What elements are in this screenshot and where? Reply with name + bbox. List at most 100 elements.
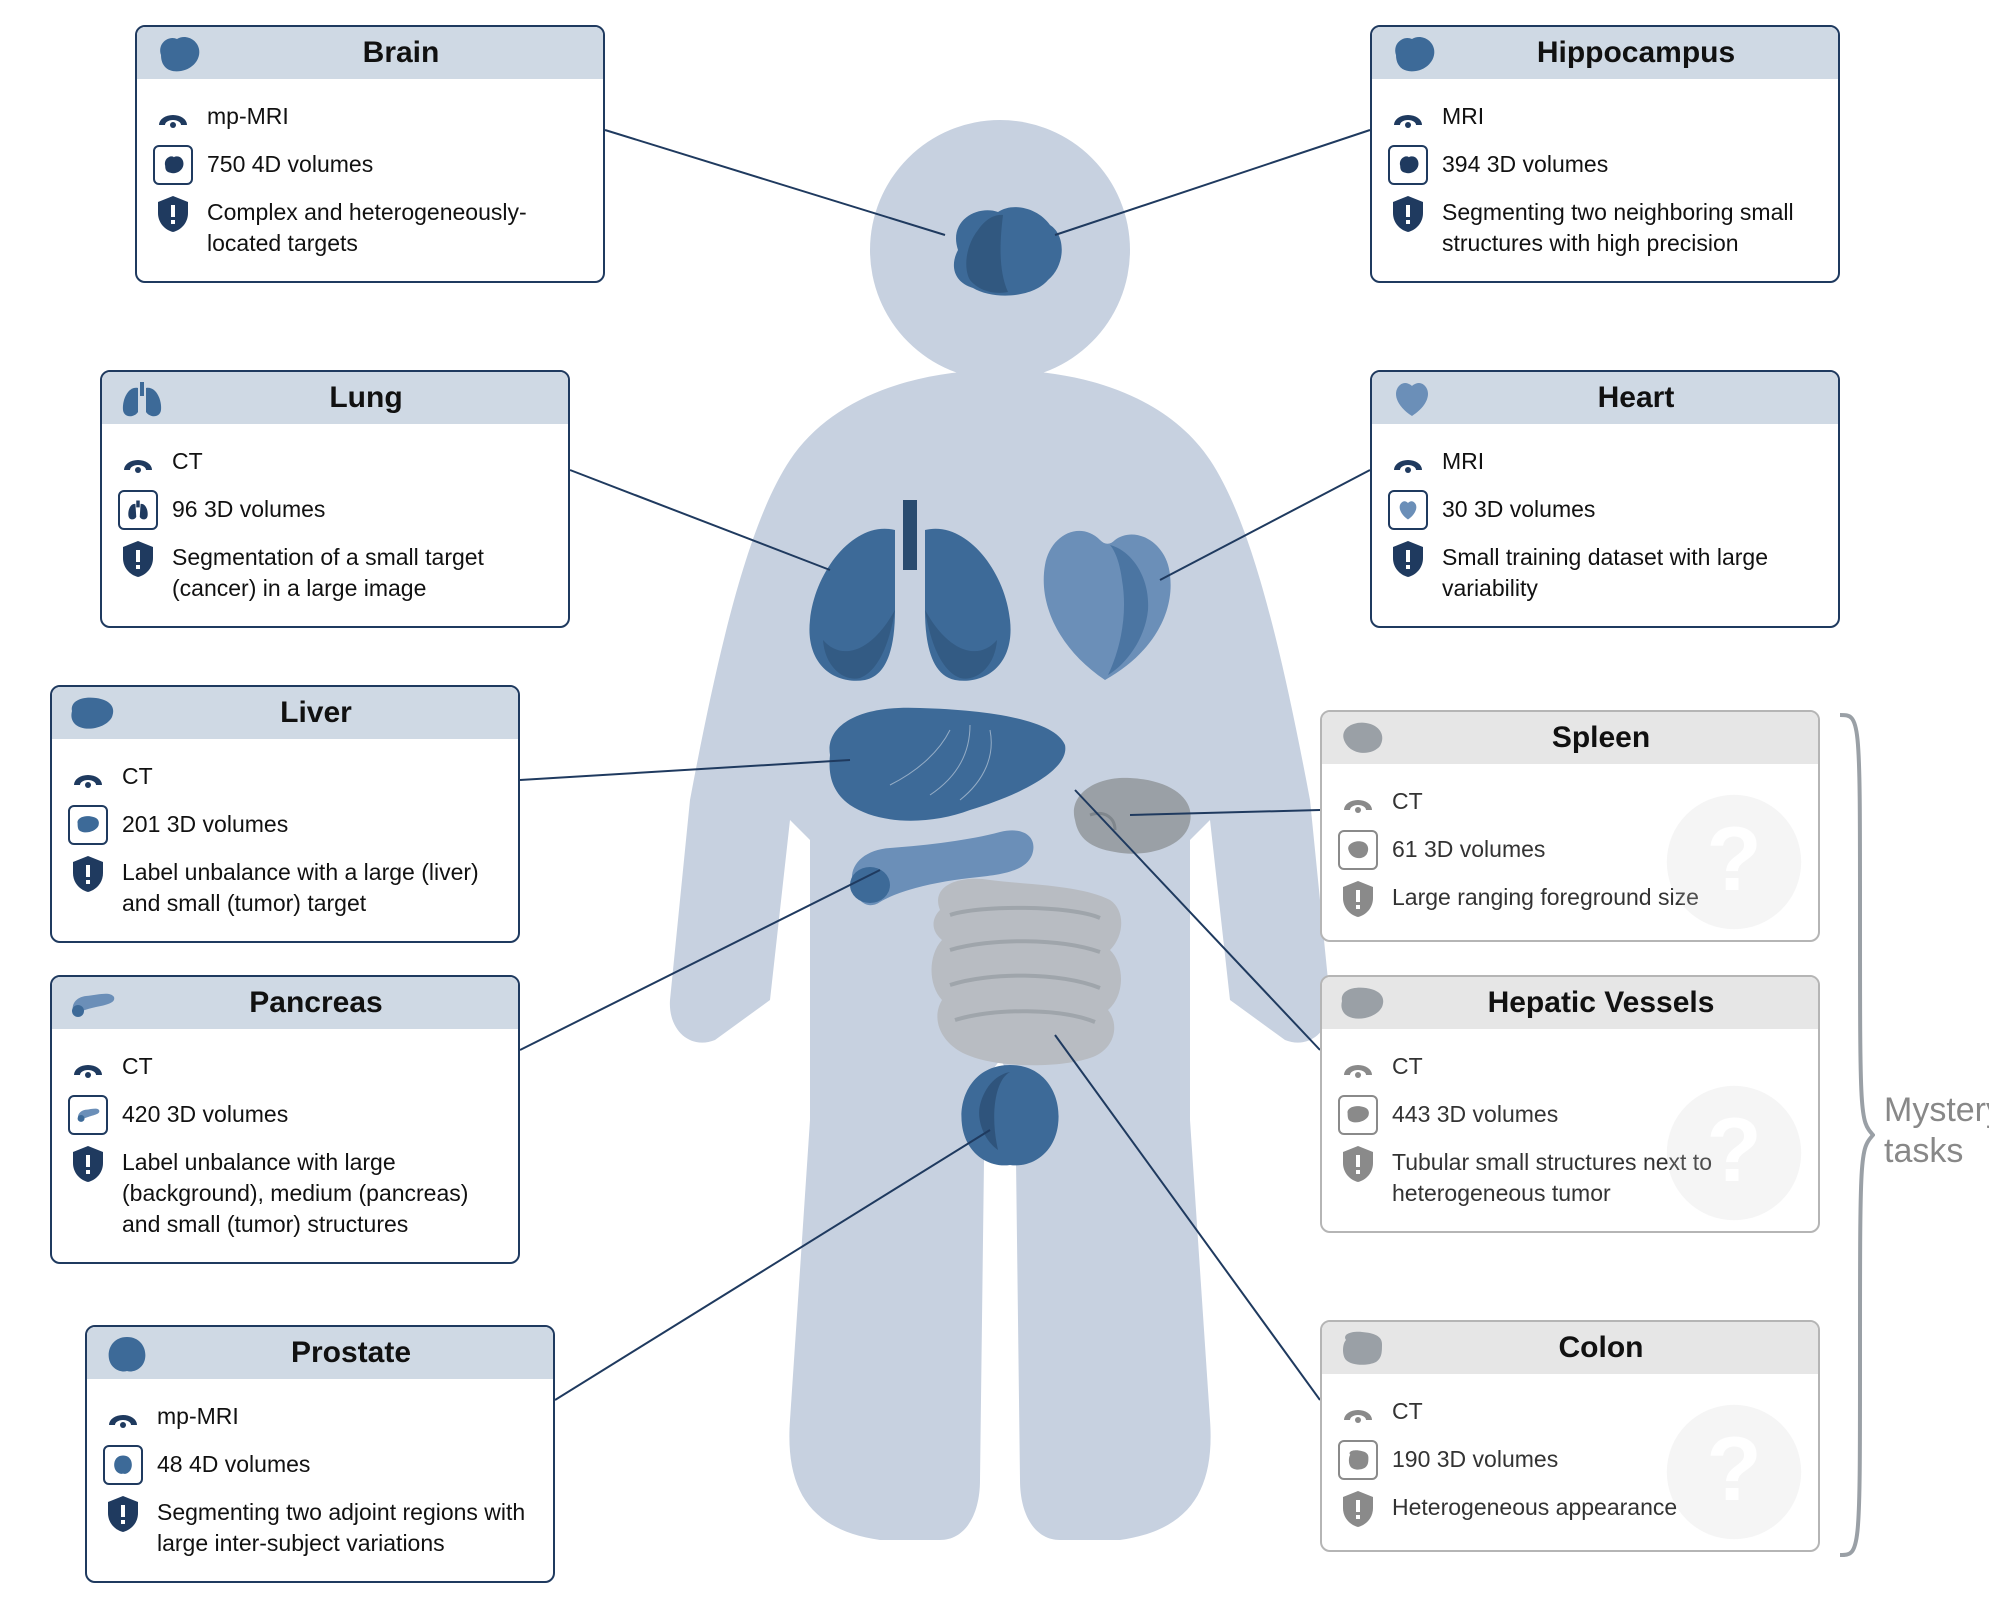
diagram-canvas: Brain mp-MRI 750 4D volumes Complex and … [0,0,1989,1623]
scanner-icon [1338,1392,1378,1432]
modality-text: CT [122,1047,502,1082]
card-hippocampus: Hippocampus MRI 394 3D volumes Segmentin… [1370,25,1840,283]
volumes-icon [1338,1095,1378,1135]
card-lung: Lung CT 96 3D volumes Segmentation of a … [100,370,570,628]
card-title: Lung [180,381,552,415]
scanner-icon [68,757,108,797]
volumes-text: 420 3D volumes [122,1095,502,1130]
modality-text: CT [1392,1392,1802,1427]
volumes-text: 443 3D volumes [1392,1095,1802,1130]
card-pancreas: Pancreas CT 420 3D volumes Label unbalan… [50,975,520,1264]
challenge-text: Label unbalance with large (background),… [122,1143,502,1240]
volumes-icon [103,1445,143,1485]
card-liver: Liver CT 201 3D volumes Label unbalance … [50,685,520,943]
spleen-icon [1338,718,1386,758]
modality-text: CT [1392,782,1802,817]
shield-icon [1388,193,1428,233]
brain-icon [153,33,201,73]
scanner-icon [103,1397,143,1437]
prostate-icon [103,1333,151,1373]
volumes-icon [68,805,108,845]
mystery-bracket [1835,710,1875,1560]
liver-icon [68,693,116,733]
volumes-text: 61 3D volumes [1392,830,1802,865]
shield-icon [1338,878,1378,918]
scanner-icon [1338,1047,1378,1087]
shield-icon [1388,538,1428,578]
card-colon: Colon ? CT 190 3D volumes Heterogeneous … [1320,1320,1820,1552]
card-title: Heart [1450,381,1822,415]
challenge-text: Label unbalance with a large (liver) and… [122,853,502,919]
shield-icon [68,1143,108,1183]
challenge-text: Large ranging foreground size [1392,878,1802,913]
card-title: Liver [130,696,502,730]
challenge-text: Segmenting two neighboring small structu… [1442,193,1822,259]
shield-icon [1338,1488,1378,1528]
shield-icon [103,1493,143,1533]
shield-icon [68,853,108,893]
scanner-icon [1388,442,1428,482]
modality-text: CT [172,442,552,477]
modality-text: MRI [1442,442,1822,477]
scanner-icon [118,442,158,482]
organ-spleen [1060,770,1200,860]
challenge-text: Segmenting two adjoint regions with larg… [157,1493,537,1559]
scanner-icon [68,1047,108,1087]
volumes-icon [118,490,158,530]
card-hepatic-vessels: Hepatic Vessels ? CT 443 3D volumes Tubu… [1320,975,1820,1233]
brain-icon [1388,33,1436,73]
shield-icon [153,193,193,233]
modality-text: MRI [1442,97,1822,132]
shield-icon [118,538,158,578]
scanner-icon [1388,97,1428,137]
volumes-text: 750 4D volumes [207,145,587,180]
volumes-icon [1338,830,1378,870]
card-brain: Brain mp-MRI 750 4D volumes Complex and … [135,25,605,283]
shield-icon [1338,1143,1378,1183]
volumes-icon [1338,1440,1378,1480]
card-title: Hippocampus [1450,36,1822,70]
organ-colon [920,870,1130,1070]
organ-prostate [950,1060,1070,1170]
pancreas-icon [68,983,116,1023]
modality-text: CT [122,757,502,792]
organ-brain [938,200,1068,300]
modality-text: CT [1392,1047,1802,1082]
organ-lungs [795,490,1025,690]
volumes-icon [1388,490,1428,530]
volumes-text: 394 3D volumes [1442,145,1822,180]
challenge-text: Tubular small structures next to heterog… [1392,1143,1802,1209]
card-title: Hepatic Vessels [1400,986,1802,1020]
challenge-text: Small training dataset with large variab… [1442,538,1822,604]
volumes-text: 190 3D volumes [1392,1440,1802,1475]
volumes-icon [68,1095,108,1135]
card-title: Brain [215,36,587,70]
lungs-icon [118,378,166,418]
organ-liver [820,700,1070,830]
card-heart: Heart MRI 30 3D volumes Small training d… [1370,370,1840,628]
liver-icon [1338,983,1386,1023]
colon-icon [1338,1328,1386,1368]
challenge-text: Complex and heterogeneously-located targ… [207,193,587,259]
scanner-icon [153,97,193,137]
organ-heart [1030,520,1180,690]
card-prostate: Prostate mp-MRI 48 4D volumes Segmenting… [85,1325,555,1583]
challenge-text: Segmentation of a small target (cancer) … [172,538,552,604]
card-title: Prostate [165,1336,537,1370]
scanner-icon [1338,782,1378,822]
volumes-text: 48 4D volumes [157,1445,537,1480]
volumes-icon [153,145,193,185]
volumes-text: 201 3D volumes [122,805,502,840]
mystery-tasks-label: Mystery tasks [1884,1090,1989,1172]
card-spleen: Spleen ? CT 61 3D volumes Large ranging … [1320,710,1820,942]
volumes-text: 30 3D volumes [1442,490,1822,525]
modality-text: mp-MRI [157,1397,537,1432]
heart-icon [1388,378,1436,418]
volumes-icon [1388,145,1428,185]
card-title: Spleen [1400,721,1802,755]
card-title: Colon [1400,1331,1802,1365]
volumes-text: 96 3D volumes [172,490,552,525]
card-title: Pancreas [130,986,502,1020]
challenge-text: Heterogeneous appearance [1392,1488,1802,1523]
modality-text: mp-MRI [207,97,587,132]
